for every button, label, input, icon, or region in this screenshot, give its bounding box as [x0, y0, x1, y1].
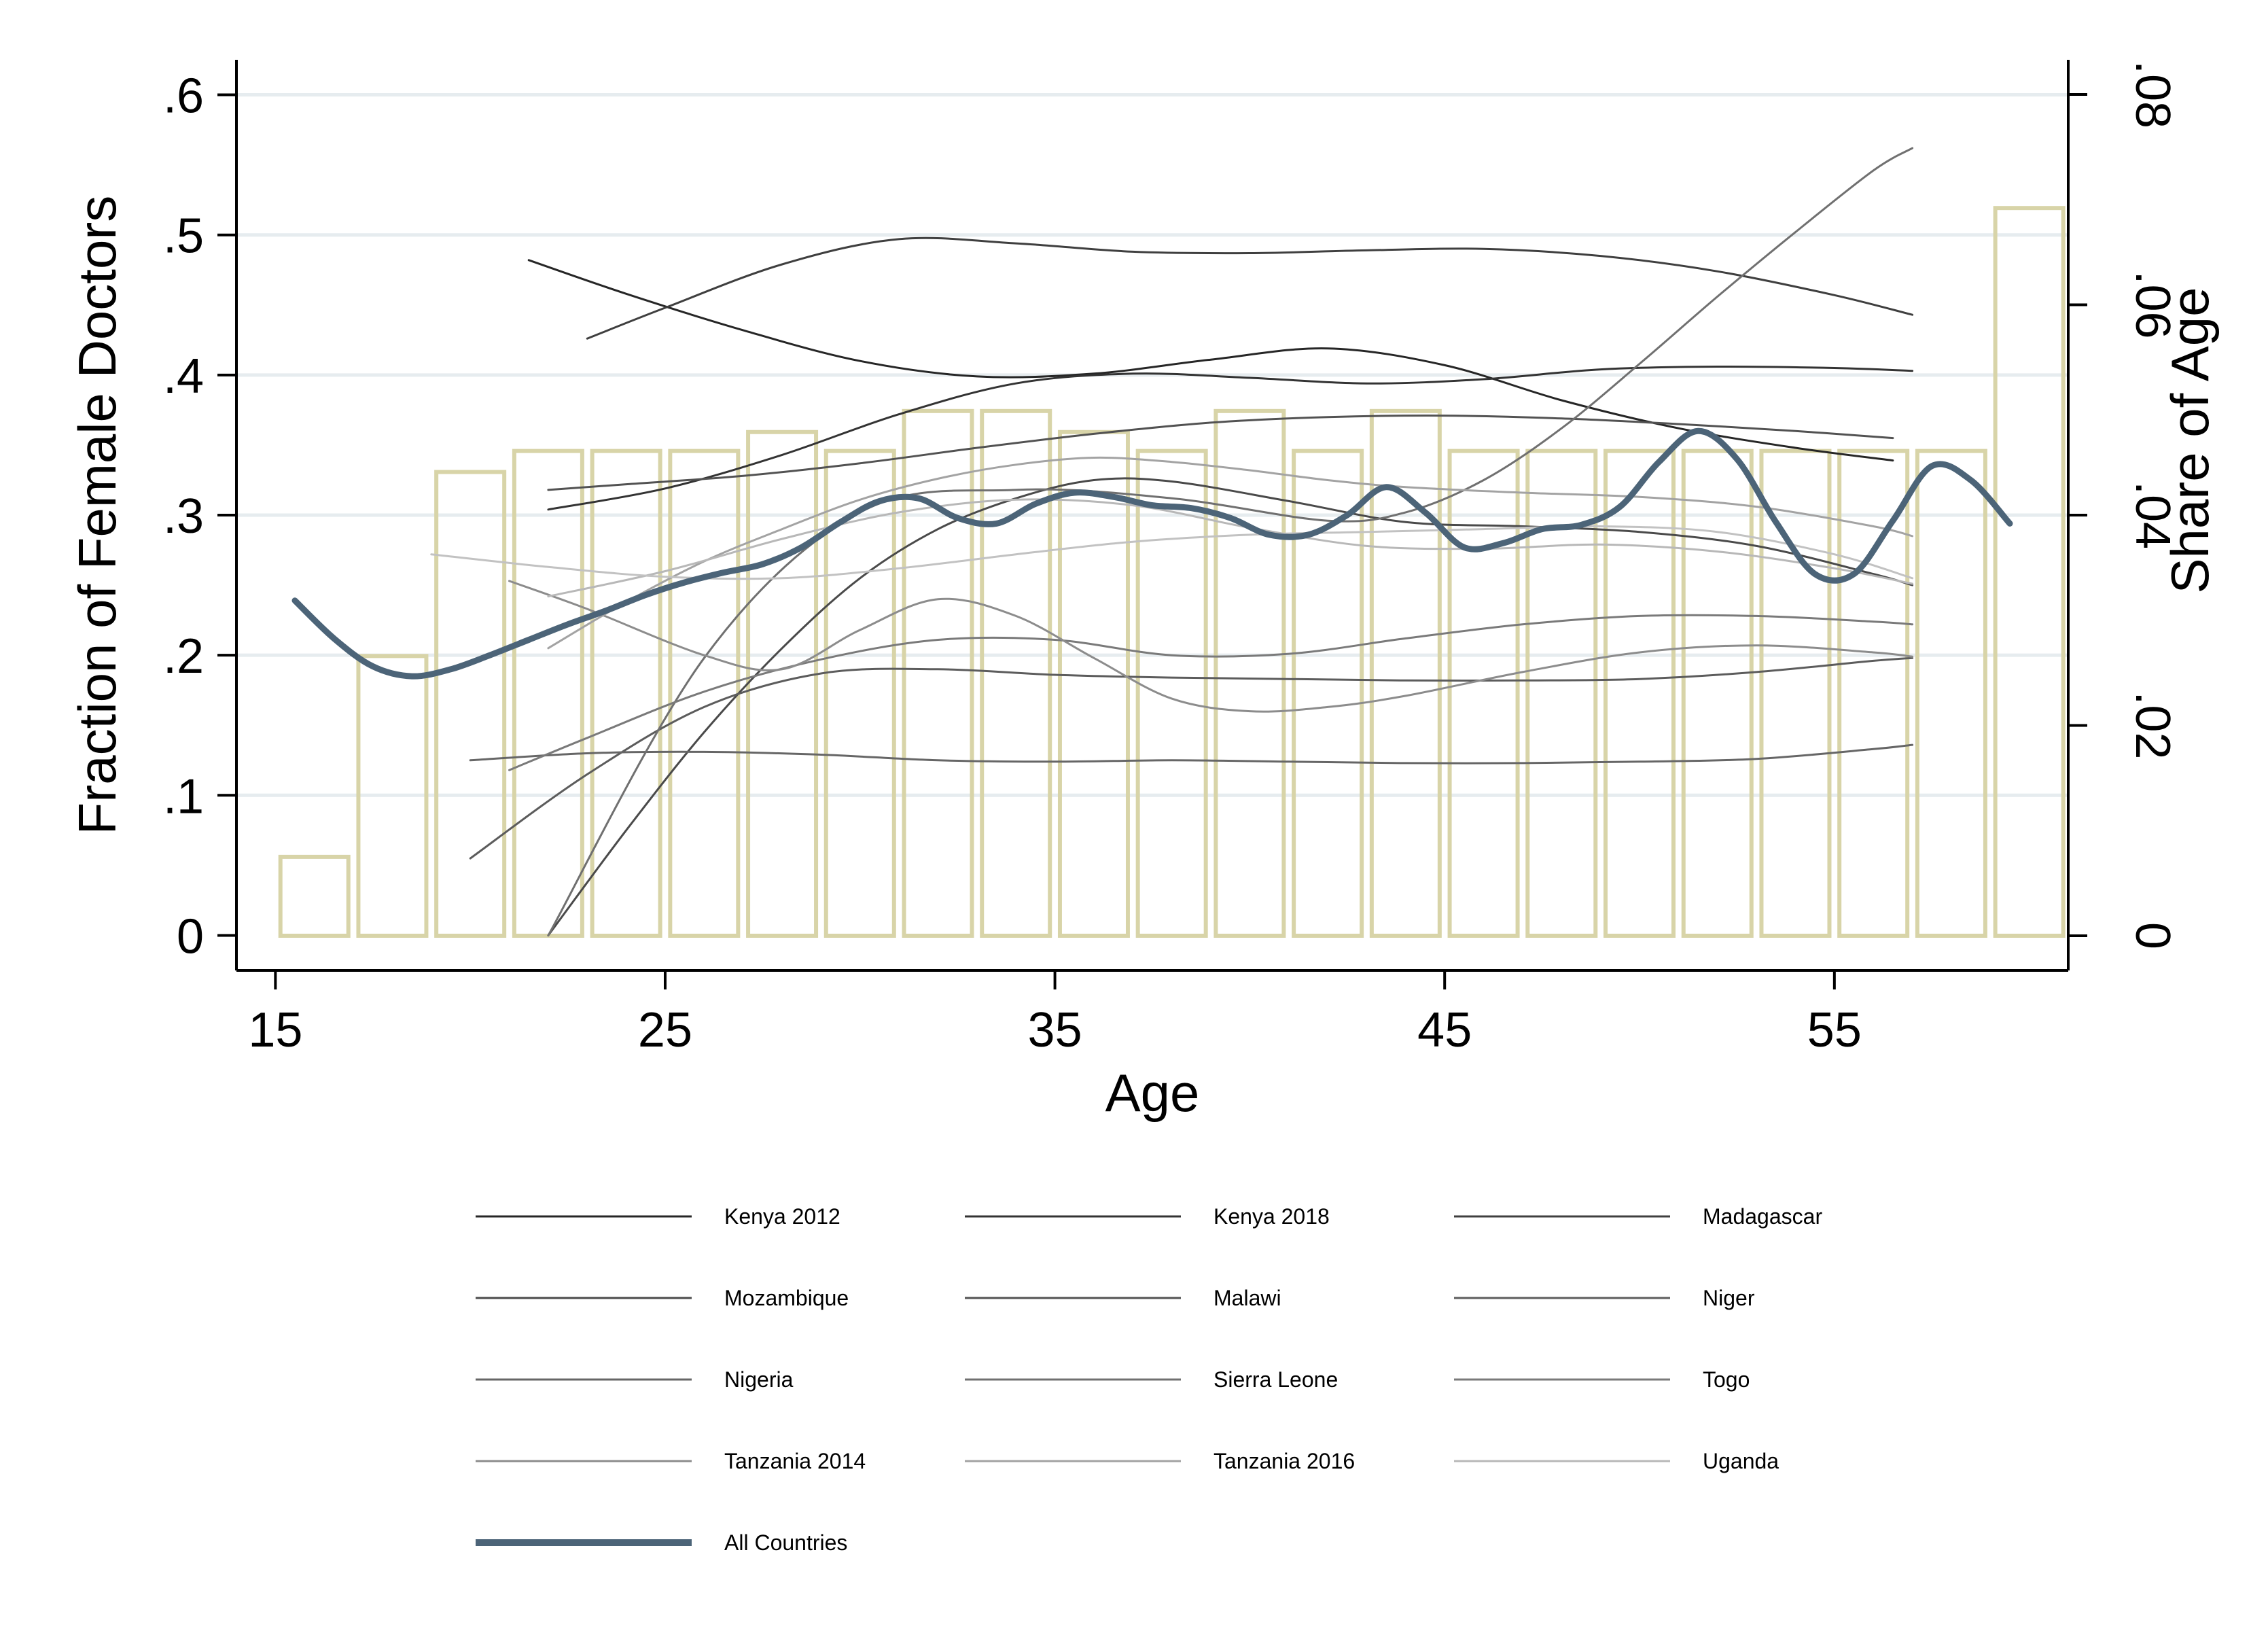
x-tick-label-2: 35 — [1028, 1003, 1082, 1057]
bar-52 — [1681, 449, 1754, 938]
y-tick-label-3: .3 — [163, 489, 204, 544]
series-line-nigeria — [469, 743, 1914, 765]
legend-label-uganda: Uganda — [1703, 1449, 1779, 1473]
bar-36 — [1057, 429, 1130, 938]
legend-label-nigeria: Nigeria — [724, 1367, 794, 1392]
x-tick-label-0: 15 — [248, 1003, 302, 1057]
y-tick-label-5: .5 — [163, 209, 204, 264]
bar-40 — [1213, 408, 1286, 938]
series-line-tanzania-2016-b — [430, 525, 1914, 580]
bar-46 — [1447, 449, 1520, 938]
bar-30 — [823, 449, 896, 938]
legend-label-sierra-leone: Sierra Leone — [1213, 1367, 1338, 1392]
bar-18 — [356, 654, 429, 938]
series-line-kenya-2018 — [547, 365, 1914, 511]
y2-tick-label-1: .02 — [2125, 691, 2180, 759]
y2-tick-label-3: .06 — [2125, 270, 2180, 338]
series-line-mozambique — [547, 477, 1914, 936]
bar-50 — [1603, 449, 1676, 938]
x-tick-label-3: 45 — [1417, 1003, 1472, 1057]
bar-16 — [278, 854, 351, 938]
legend-label-togo: Togo — [1703, 1367, 1750, 1392]
series-line-tanzania-2014 — [508, 580, 1914, 713]
series-line-niger — [469, 656, 1914, 860]
x-axis-title: Age — [1105, 1063, 1200, 1123]
series-line-all-countries — [291, 427, 2013, 680]
bar-20 — [434, 470, 507, 938]
bar-38 — [1135, 449, 1208, 938]
series-lines — [291, 147, 2013, 936]
y-axis-title: Fraction of Female Doctors — [67, 196, 127, 835]
bar-54 — [1759, 449, 1832, 938]
y-tick-label-2: .2 — [163, 629, 204, 684]
y-tick-label-6: .6 — [163, 69, 204, 124]
legend: Kenya 2012 Kenya 2018 Madagascar Mozambique… — [476, 1204, 1822, 1555]
x-tick-label-1: 25 — [638, 1003, 692, 1057]
bar-48 — [1525, 449, 1598, 938]
legend-label-kenya-2012: Kenya 2012 — [724, 1204, 840, 1229]
series-line-malawi — [547, 415, 1894, 491]
series-line-tanzania-2016 — [547, 456, 1914, 650]
y2-axis-title: Share of Age — [2160, 287, 2220, 593]
bar-56 — [1837, 449, 1910, 938]
bar-58 — [1915, 449, 1987, 938]
legend-label-mozambique: Mozambique — [724, 1286, 849, 1310]
series-line-kenya-2012 — [527, 259, 1894, 462]
legend-label-kenya-2018: Kenya 2018 — [1213, 1204, 1330, 1229]
tick-labels: 0 .1 .2 .3 .4 .5 .6 0 .02 .04 .06 .08 15 25 35 45 55 — [163, 60, 2180, 1057]
y-tick-label-4: .4 — [163, 349, 204, 404]
legend-label-tanzania-2016: Tanzania 2016 — [1213, 1449, 1355, 1473]
legend-label-tanzania-2014: Tanzania 2014 — [724, 1449, 866, 1473]
y2-tick-label-2: .04 — [2125, 481, 2180, 549]
x-tick-label-4: 55 — [1807, 1003, 1862, 1057]
y-tick-label-0: 0 — [177, 909, 204, 964]
series-line-togo — [508, 614, 1914, 771]
series-line-sierra-leone — [547, 147, 1914, 936]
bar-34 — [980, 408, 1052, 938]
legend-label-madagascar: Madagascar — [1703, 1204, 1822, 1229]
y-tick-label-1: .1 — [163, 769, 204, 824]
series-line-madagascar — [586, 236, 1914, 340]
legend-label-niger: Niger — [1703, 1286, 1755, 1310]
bar-44 — [1369, 408, 1442, 938]
bar-42 — [1292, 449, 1364, 938]
bar-24 — [590, 449, 662, 938]
legend-label-all-countries: All Countries — [724, 1530, 847, 1555]
y2-tick-label-4: .08 — [2125, 60, 2180, 128]
legend-label-malawi: Malawi — [1213, 1286, 1281, 1310]
y2-tick-label-0: 0 — [2125, 922, 2180, 949]
bar-60 — [1993, 206, 2066, 938]
bar-32 — [902, 408, 974, 938]
